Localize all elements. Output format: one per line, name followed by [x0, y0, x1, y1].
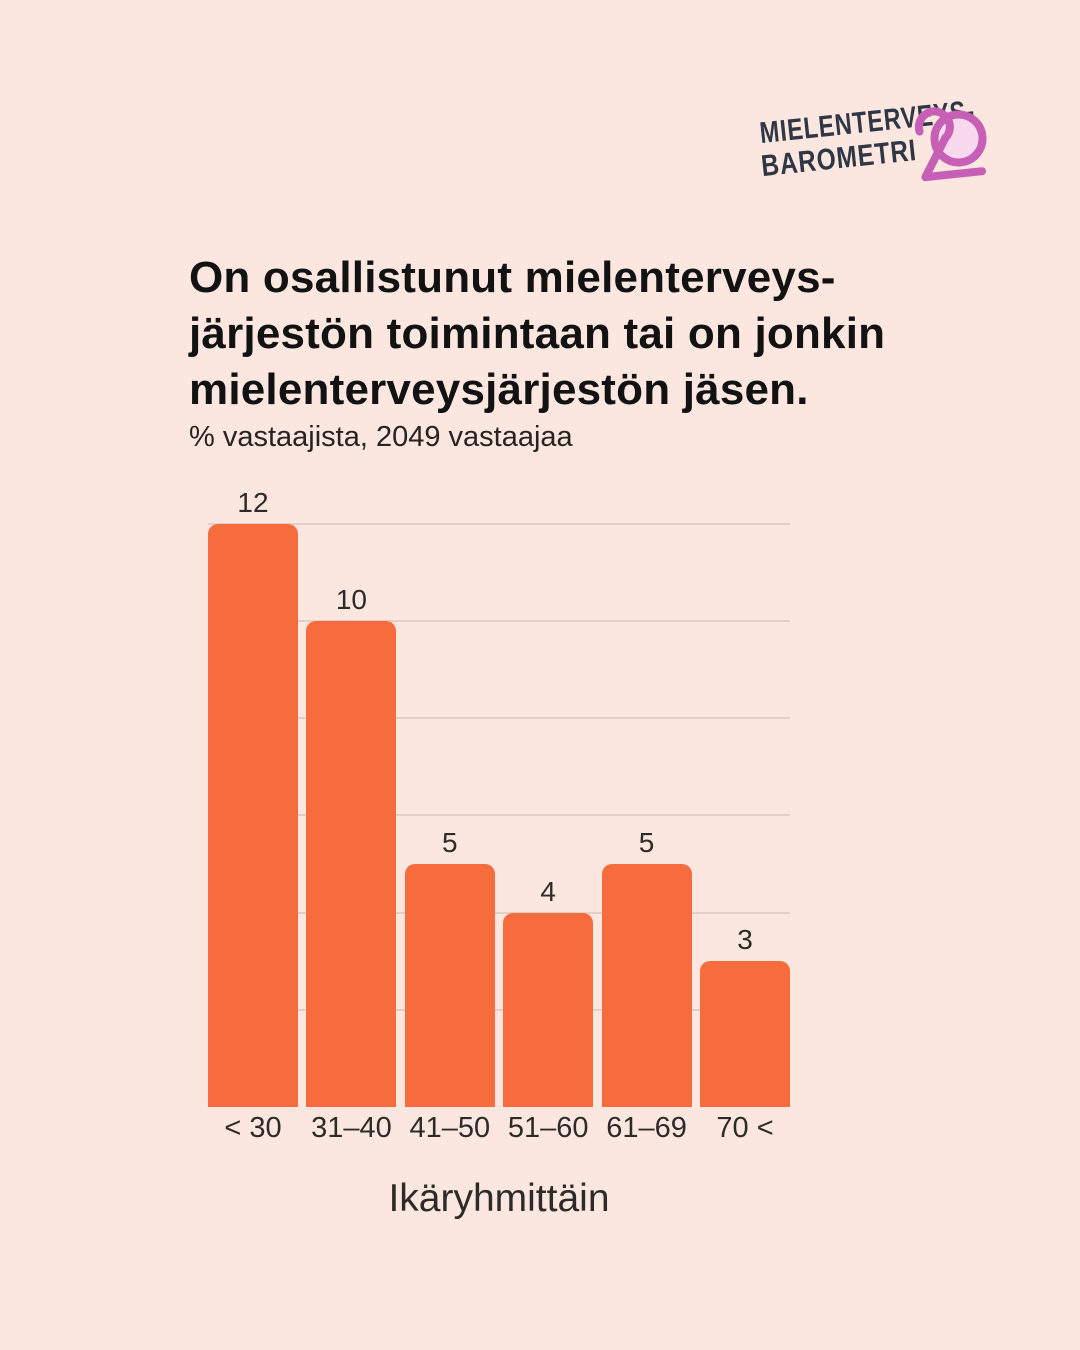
bar-31–40 — [306, 621, 397, 1107]
page-title: On osallistunut mielenterveys- järjestön… — [189, 250, 885, 418]
x-axis-label: < 30 — [224, 1112, 282, 1144]
logo-20-badge — [914, 107, 987, 182]
bar-value-label: 4 — [540, 875, 556, 907]
bar-value-label: 3 — [737, 924, 753, 956]
bar-51–60 — [503, 912, 594, 1107]
bar-70 < — [700, 961, 790, 1107]
x-axis-labels: < 30 31–40 41–50 51–60 61–69 70 < — [208, 1110, 790, 1150]
gridline-10 — [208, 620, 790, 622]
x-axis-label: 41–50 — [409, 1112, 491, 1144]
gridline-4 — [208, 911, 790, 914]
title-line-3: mielenterveysjärjestön jäsen. — [189, 365, 809, 414]
bar-chart-plot-area: 12 10 5 4 5 3 — [208, 462, 790, 1107]
chart-subtitle: % vastaajista, 2049 vastaajaa — [189, 421, 573, 453]
x-axis-title: Ikäryhmittäin — [388, 1177, 610, 1220]
logo-two-glyph-icon — [914, 107, 987, 182]
x-axis-label: 51–60 — [507, 1112, 589, 1144]
title-line-2: järjestön toimintaan tai on jonkin — [189, 309, 886, 358]
gridline-12 — [208, 522, 790, 525]
bar-value-label: 12 — [237, 486, 269, 518]
title-line-1: On osallistunut mielenterveys- — [189, 253, 836, 302]
bar-41–50 — [404, 864, 495, 1107]
bar-< 30 — [208, 523, 298, 1107]
x-axis-label: 61–69 — [606, 1112, 687, 1144]
gridline-2 — [208, 1008, 790, 1011]
gridline-8 — [208, 717, 790, 720]
bar-value-label: 5 — [442, 827, 458, 858]
bar-value-label: 5 — [638, 827, 655, 858]
gridline-6 — [208, 814, 790, 817]
x-axis-label: 31–40 — [311, 1112, 392, 1144]
x-axis-label: 70 < — [716, 1112, 774, 1144]
bar-value-label: 10 — [335, 584, 367, 615]
bar-61–69 — [601, 864, 692, 1107]
mielenterveysbarometri-logo: MIELENTERVEYS- BAROMETRI — [758, 95, 987, 183]
